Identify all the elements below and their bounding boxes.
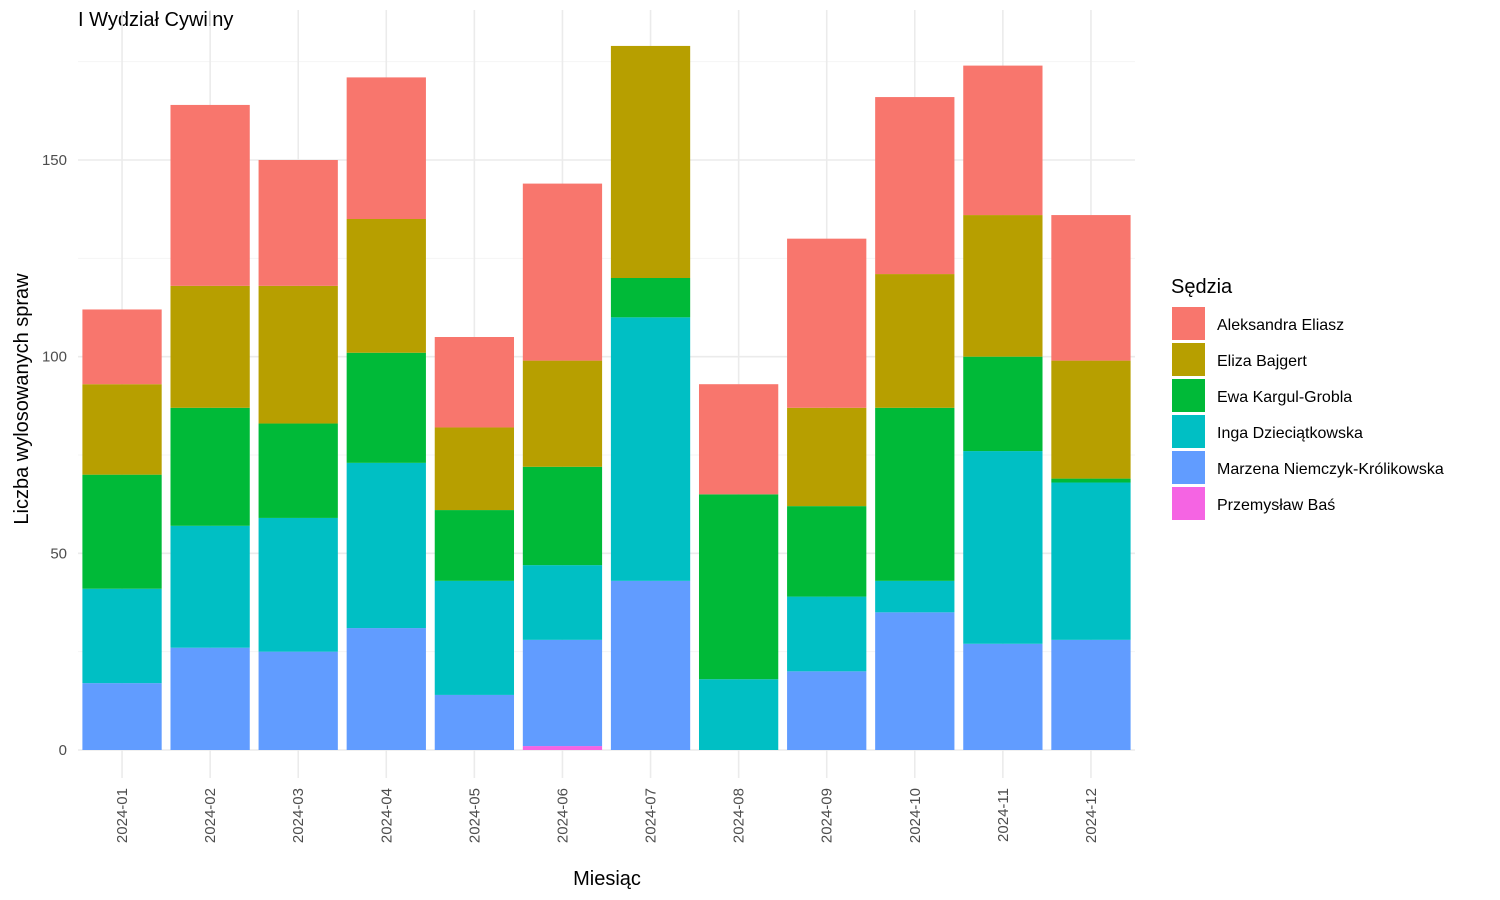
y-tick-label: 150 [42, 152, 67, 169]
bar-segment [170, 647, 250, 750]
x-tick-label: 2024-11 [995, 788, 1012, 842]
x-axis-title: Miesiąc [573, 868, 641, 890]
bar-segment [434, 694, 515, 750]
bar-segment [258, 423, 338, 518]
bar-segment [522, 360, 603, 467]
bar-segment [698, 679, 779, 750]
legend-title: Sędzia [1171, 276, 1233, 298]
x-tick-label: 2024-08 [731, 788, 748, 843]
bar-segment [434, 580, 515, 695]
legend-label: Marzena Niemczyk-Królikowska [1217, 461, 1444, 478]
bar-segment [434, 337, 515, 428]
y-tick-label: 0 [59, 742, 67, 759]
bar-segment [610, 317, 691, 581]
legend-label: Eliza Bajgert [1217, 353, 1307, 370]
bar-segment [1051, 482, 1131, 640]
x-tick-label: 2024-07 [643, 788, 660, 843]
y-axis-title: Liczba wylosowanych spraw [11, 273, 33, 525]
bar-segment [82, 384, 162, 475]
bar-segment [875, 580, 955, 613]
bar-segment [434, 427, 515, 511]
legend-swatch [1172, 451, 1205, 484]
bar-segment [170, 285, 250, 408]
bar-segment [963, 215, 1043, 357]
bar-segment [346, 352, 426, 463]
bar-segment [522, 565, 603, 640]
x-tick-label: 2024-06 [554, 788, 571, 843]
bar-segment [963, 356, 1043, 452]
x-tick-label: 2024-04 [378, 788, 395, 843]
x-tick-label: 2024-10 [907, 788, 924, 843]
bar-segment [82, 474, 162, 589]
bar-segment [82, 309, 162, 385]
bar-segment [1051, 215, 1131, 361]
legend-swatch [1172, 307, 1205, 340]
bar-segment [1051, 360, 1131, 479]
legend-label: Przemysław Baś [1217, 497, 1335, 514]
bar-segment [434, 510, 515, 581]
bar-segment [258, 160, 338, 286]
bar-segment [522, 466, 603, 566]
bar-segment [170, 407, 250, 526]
bar-segment [787, 671, 867, 750]
bar-segment [1051, 639, 1131, 750]
bar-segment [875, 407, 955, 581]
legend-swatch [1172, 415, 1205, 448]
bar-segment [610, 45, 691, 278]
y-tick-label: 50 [50, 545, 67, 562]
bar-segment [522, 183, 603, 361]
bar-segment [522, 746, 603, 750]
bar-segment [963, 451, 1043, 644]
bar-segment [610, 278, 691, 318]
bar-segment [787, 596, 867, 672]
legend-label: Aleksandra Eliasz [1217, 317, 1344, 334]
bar-segment [170, 104, 250, 286]
legend-swatch [1172, 343, 1205, 376]
bar-segment [170, 525, 250, 648]
bar-segment [610, 580, 691, 750]
legend-label: Inga Dzieciątkowska [1217, 425, 1363, 442]
bar-segment [82, 683, 162, 750]
bar-segment [963, 65, 1043, 216]
bar-segment [346, 219, 426, 353]
bar-segment [258, 285, 338, 424]
y-tick-label: 100 [42, 349, 67, 366]
bar-segment [346, 77, 426, 220]
bar-segment [522, 639, 603, 747]
bar-segment [875, 612, 955, 750]
bar-segment [258, 517, 338, 652]
bar-segment [1051, 478, 1131, 483]
bar-segment [787, 407, 867, 507]
bar-segment [698, 494, 779, 680]
x-tick-label: 2024-05 [466, 788, 483, 843]
axis-ticks: 0 50 100 150 2024-01 2024-02 2024-03 2024-04 202… [42, 152, 1100, 843]
bar-segment [963, 643, 1043, 750]
bar-segment [875, 97, 955, 275]
legend-swatch [1172, 487, 1205, 520]
bar-segment [787, 506, 867, 597]
chart-title: I Wydział Cywilny [78, 9, 233, 31]
bar-segment [875, 274, 955, 408]
bar-segment [787, 238, 867, 408]
bar-segment [698, 384, 779, 495]
bar-segment [346, 462, 426, 629]
bar-segment [82, 588, 162, 684]
x-tick-label: 2024-12 [1083, 788, 1100, 843]
x-tick-label: 2024-09 [819, 788, 836, 843]
legend: Sędzia Aleksandra Eliasz Eliza Bajgert Ewa… [1171, 276, 1444, 520]
legend-label: Ewa Kargul-Grobla [1217, 389, 1352, 406]
bar-segment [258, 651, 338, 750]
bar-segment [346, 628, 426, 750]
x-tick-label: 2024-02 [202, 788, 219, 843]
x-tick-label: 2024-01 [114, 788, 131, 843]
x-tick-label: 2024-03 [290, 788, 307, 843]
bars [82, 45, 1131, 750]
legend-swatch [1172, 379, 1205, 412]
